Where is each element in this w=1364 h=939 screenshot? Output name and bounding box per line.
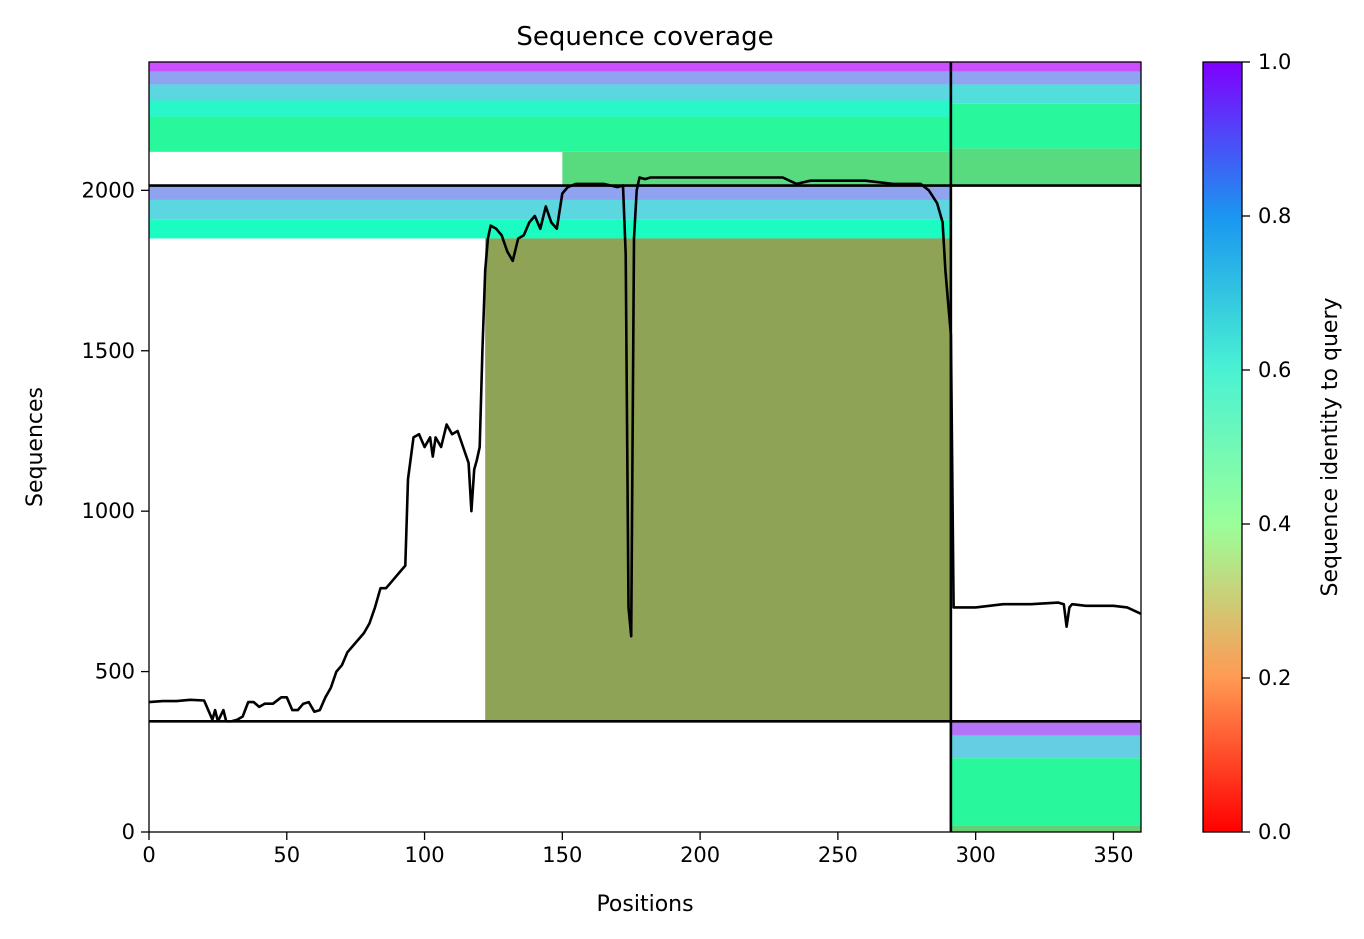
x-axis: 0 50 100 150 200 250 300 350 bbox=[142, 832, 1133, 867]
colorbar-tick-label: 0.6 bbox=[1258, 358, 1291, 382]
identity-band bbox=[950, 103, 1141, 149]
block-bottom-right bbox=[950, 721, 1141, 832]
y-tick-label: 1500 bbox=[82, 339, 135, 363]
chart-title: Sequence coverage bbox=[516, 22, 773, 52]
colorbar: 0.0 0.2 0.4 0.6 0.8 1.0 Sequence identity to … bbox=[1202, 50, 1343, 844]
x-axis-label: Positions bbox=[596, 892, 693, 917]
coverage-blocks bbox=[149, 62, 1141, 832]
colorbar-tick-label: 1.0 bbox=[1258, 50, 1291, 74]
colorbar-gradient bbox=[1202, 61, 1243, 833]
colorbar-tick-label: 0.0 bbox=[1258, 820, 1291, 844]
y-tick-label: 2000 bbox=[82, 178, 135, 202]
x-tick-label: 350 bbox=[1093, 843, 1133, 867]
identity-band bbox=[149, 100, 951, 117]
colorbar-tick-label: 0.8 bbox=[1258, 204, 1291, 228]
y-axis: 0 500 1000 1500 2000 bbox=[82, 178, 149, 844]
block-top-left bbox=[149, 62, 951, 186]
y-tick-label: 1000 bbox=[82, 499, 135, 523]
identity-band bbox=[950, 62, 1141, 72]
identity-band bbox=[149, 71, 951, 85]
x-tick-label: 250 bbox=[818, 843, 858, 867]
x-tick-label: 100 bbox=[405, 843, 445, 867]
identity-band bbox=[950, 825, 1141, 832]
colorbar-ticks: 0.0 0.2 0.4 0.6 0.8 1.0 bbox=[1242, 50, 1291, 844]
x-tick-label: 50 bbox=[273, 843, 300, 867]
x-tick-label: 300 bbox=[956, 843, 996, 867]
x-tick-label: 150 bbox=[542, 843, 582, 867]
identity-band bbox=[950, 735, 1141, 759]
identity-band bbox=[950, 721, 1141, 736]
identity-band bbox=[149, 185, 951, 200]
identity-band bbox=[562, 151, 951, 186]
identity-band bbox=[149, 116, 951, 152]
colorbar-tick-label: 0.4 bbox=[1258, 512, 1291, 536]
block-middle-left bbox=[149, 185, 951, 722]
y-tick-label: 500 bbox=[95, 660, 135, 684]
y-tick-label: 0 bbox=[122, 820, 135, 844]
identity-band bbox=[149, 199, 951, 220]
colorbar-tick-label: 0.2 bbox=[1258, 666, 1291, 690]
plot-area bbox=[149, 62, 1141, 832]
identity-band bbox=[149, 62, 951, 72]
identity-band bbox=[950, 148, 1141, 186]
x-tick-label: 200 bbox=[680, 843, 720, 867]
plot-frame bbox=[148, 61, 1142, 833]
identity-band bbox=[149, 219, 951, 239]
coverage-line bbox=[149, 176, 1141, 723]
identity-band bbox=[485, 238, 951, 722]
x-tick-label: 0 bbox=[142, 843, 155, 867]
identity-band bbox=[149, 84, 951, 101]
identity-band bbox=[950, 758, 1141, 826]
y-axis-label: Sequences bbox=[23, 387, 48, 507]
colorbar-label: Sequence identity to query bbox=[1318, 297, 1343, 596]
block-top-right bbox=[950, 62, 1141, 186]
identity-band bbox=[950, 84, 1141, 104]
identity-band bbox=[950, 71, 1141, 85]
